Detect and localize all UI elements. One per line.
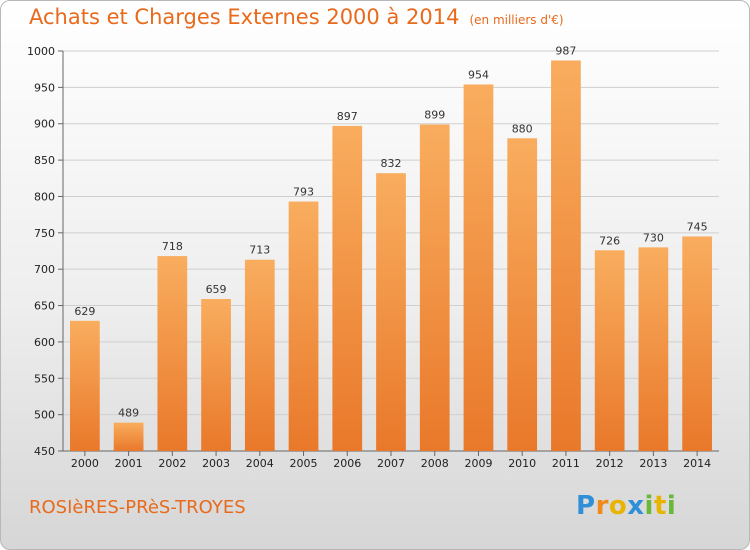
tick-labels: 450 500 550 600 650 700 750 800 850 900 950 1000 200… (27, 45, 711, 470)
x-tick-label-2008: 2008 (421, 457, 449, 470)
bar-2009 (463, 84, 494, 452)
value-label-2011: 987 (555, 44, 576, 57)
value-label-2003: 659 (206, 283, 227, 296)
logo-letter: t (653, 491, 667, 521)
proxiti-logo: Proxiti (576, 491, 676, 521)
logo-letter: o (608, 491, 628, 521)
bar-2007 (376, 173, 406, 451)
x-tick-label-2003: 2003 (202, 457, 230, 470)
x-tick-label-2012: 2012 (596, 457, 624, 470)
y-tick-label: 1000 (27, 45, 55, 58)
bar-2014 (682, 236, 713, 451)
bar-2008 (419, 124, 450, 452)
bars (69, 60, 713, 452)
y-tick-label: 800 (34, 190, 55, 203)
x-tick-label-2009: 2009 (464, 457, 492, 470)
y-tick-label: 850 (34, 154, 55, 167)
y-tick-label: 450 (34, 445, 55, 458)
y-tick-label: 550 (34, 372, 55, 385)
y-tick-label: 500 (34, 409, 55, 422)
bar-2001 (113, 422, 144, 451)
value-label-2001: 489 (118, 407, 139, 420)
value-label-2004: 713 (249, 244, 270, 257)
y-tick-label: 650 (34, 300, 55, 313)
logo-letter: i (644, 491, 654, 521)
x-tick-label-2010: 2010 (508, 457, 536, 470)
x-tick-label-2000: 2000 (71, 457, 99, 470)
y-tick-label: 600 (34, 336, 55, 349)
bar-2000 (69, 320, 100, 451)
bar-2011 (551, 60, 581, 452)
x-tick-label-2011: 2011 (552, 457, 580, 470)
value-label-2010: 880 (512, 122, 533, 135)
y-tick-label: 700 (34, 263, 55, 276)
bar-2003 (201, 299, 231, 451)
x-tick-label-2005: 2005 (290, 457, 318, 470)
value-label-2009: 954 (468, 68, 489, 81)
x-tick-label-2007: 2007 (377, 457, 405, 470)
bar-2002 (157, 256, 188, 451)
x-tick-label-2001: 2001 (115, 457, 143, 470)
value-label-2000: 629 (74, 305, 95, 318)
place-name: ROSIèRES-PRèS-TROYES (29, 497, 246, 518)
bar-2013 (638, 247, 669, 451)
logo-letter: i (666, 491, 677, 521)
bar-2012 (594, 250, 625, 451)
value-label-2013: 730 (643, 231, 664, 244)
chart-title: Achats et Charges Externes 2000 à 2014 (e… (29, 5, 564, 29)
y-tick-label: 750 (34, 227, 55, 240)
chart-title-text: Achats et Charges Externes 2000 à 2014 (29, 5, 460, 29)
x-tick-label-2013: 2013 (639, 457, 667, 470)
bar-2006 (332, 125, 363, 451)
logo-letter: x (627, 491, 645, 521)
logo-letter: r (595, 491, 609, 521)
x-tick-label-2004: 2004 (246, 457, 274, 470)
unit-label: (en milliers d'€) (469, 13, 564, 27)
y-tick-label: 900 (34, 118, 55, 131)
value-label-2012: 726 (599, 234, 620, 247)
x-tick-label-2006: 2006 (333, 457, 361, 470)
bar-2005 (288, 201, 319, 451)
bar-2010 (507, 138, 538, 452)
value-label-2006: 897 (337, 110, 358, 123)
value-label-2002: 718 (162, 240, 183, 253)
value-labels: 629 489 718 659 713 793 897 832 899 954 880 987 726 7… (74, 44, 707, 419)
value-label-2008: 899 (424, 108, 445, 121)
x-tick-label-2002: 2002 (158, 457, 186, 470)
bar-2004 (244, 259, 275, 451)
value-label-2005: 793 (293, 186, 314, 199)
x-tick-label-2014: 2014 (683, 457, 711, 470)
value-label-2014: 745 (687, 220, 708, 233)
y-tick-label: 950 (34, 81, 55, 94)
value-label-2007: 832 (381, 157, 402, 170)
logo-letter: P (576, 491, 596, 521)
